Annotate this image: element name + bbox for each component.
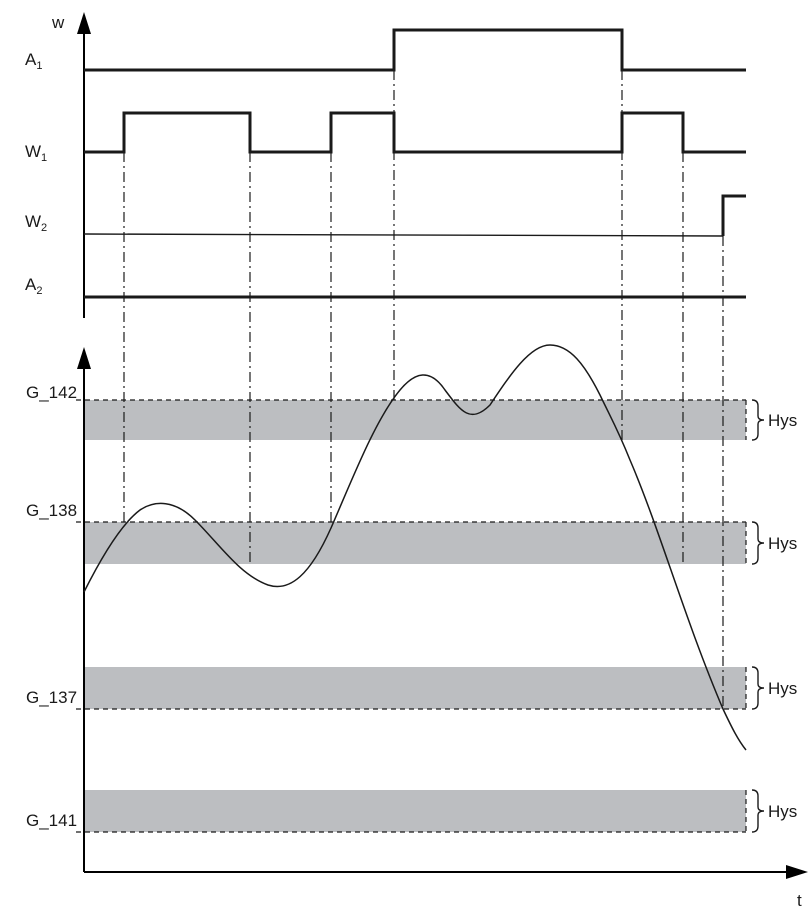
signal-label-w2: W2 xyxy=(25,212,47,234)
w-axis-arrow-icon xyxy=(77,12,91,34)
signal-a1 xyxy=(84,28,746,72)
signal-label-a2: A2 xyxy=(25,275,42,297)
threshold-label-g137: G_137 xyxy=(26,688,77,707)
hys-brace-g138 xyxy=(751,521,765,565)
signal-w2-low xyxy=(83,233,724,237)
hys-label-g142: Hys xyxy=(768,411,797,430)
hysteresis-band-g141 xyxy=(84,790,746,832)
threshold-label-g138: G_138 xyxy=(26,501,77,520)
threshold-label-g142: G_142 xyxy=(26,383,77,402)
threshold-label-g141: G_141 xyxy=(26,811,77,830)
hysteresis-band-g142 xyxy=(84,400,746,440)
hysteresis-band-g138 xyxy=(84,522,746,564)
time-axis-arrow-icon xyxy=(786,865,808,879)
signal-label-a1: A1 xyxy=(25,50,42,72)
hys-label-g137: Hys xyxy=(768,679,797,698)
hys-brace-g141 xyxy=(751,789,765,833)
hys-brace-g137 xyxy=(751,666,765,710)
value-axis-arrow-icon xyxy=(77,347,91,369)
w-axis-label: w xyxy=(51,13,65,32)
signal-label-w1: W1 xyxy=(25,142,47,164)
signal-w2-high xyxy=(721,194,746,236)
measured-value-curve xyxy=(83,344,747,751)
t-axis-label: t xyxy=(797,891,802,910)
hys-label-g141: Hys xyxy=(768,802,797,821)
signal-w1 xyxy=(84,111,746,154)
hys-brace-g142 xyxy=(751,399,765,441)
hys-label-g138: Hys xyxy=(768,534,797,553)
hysteresis-band-g137 xyxy=(84,667,746,709)
